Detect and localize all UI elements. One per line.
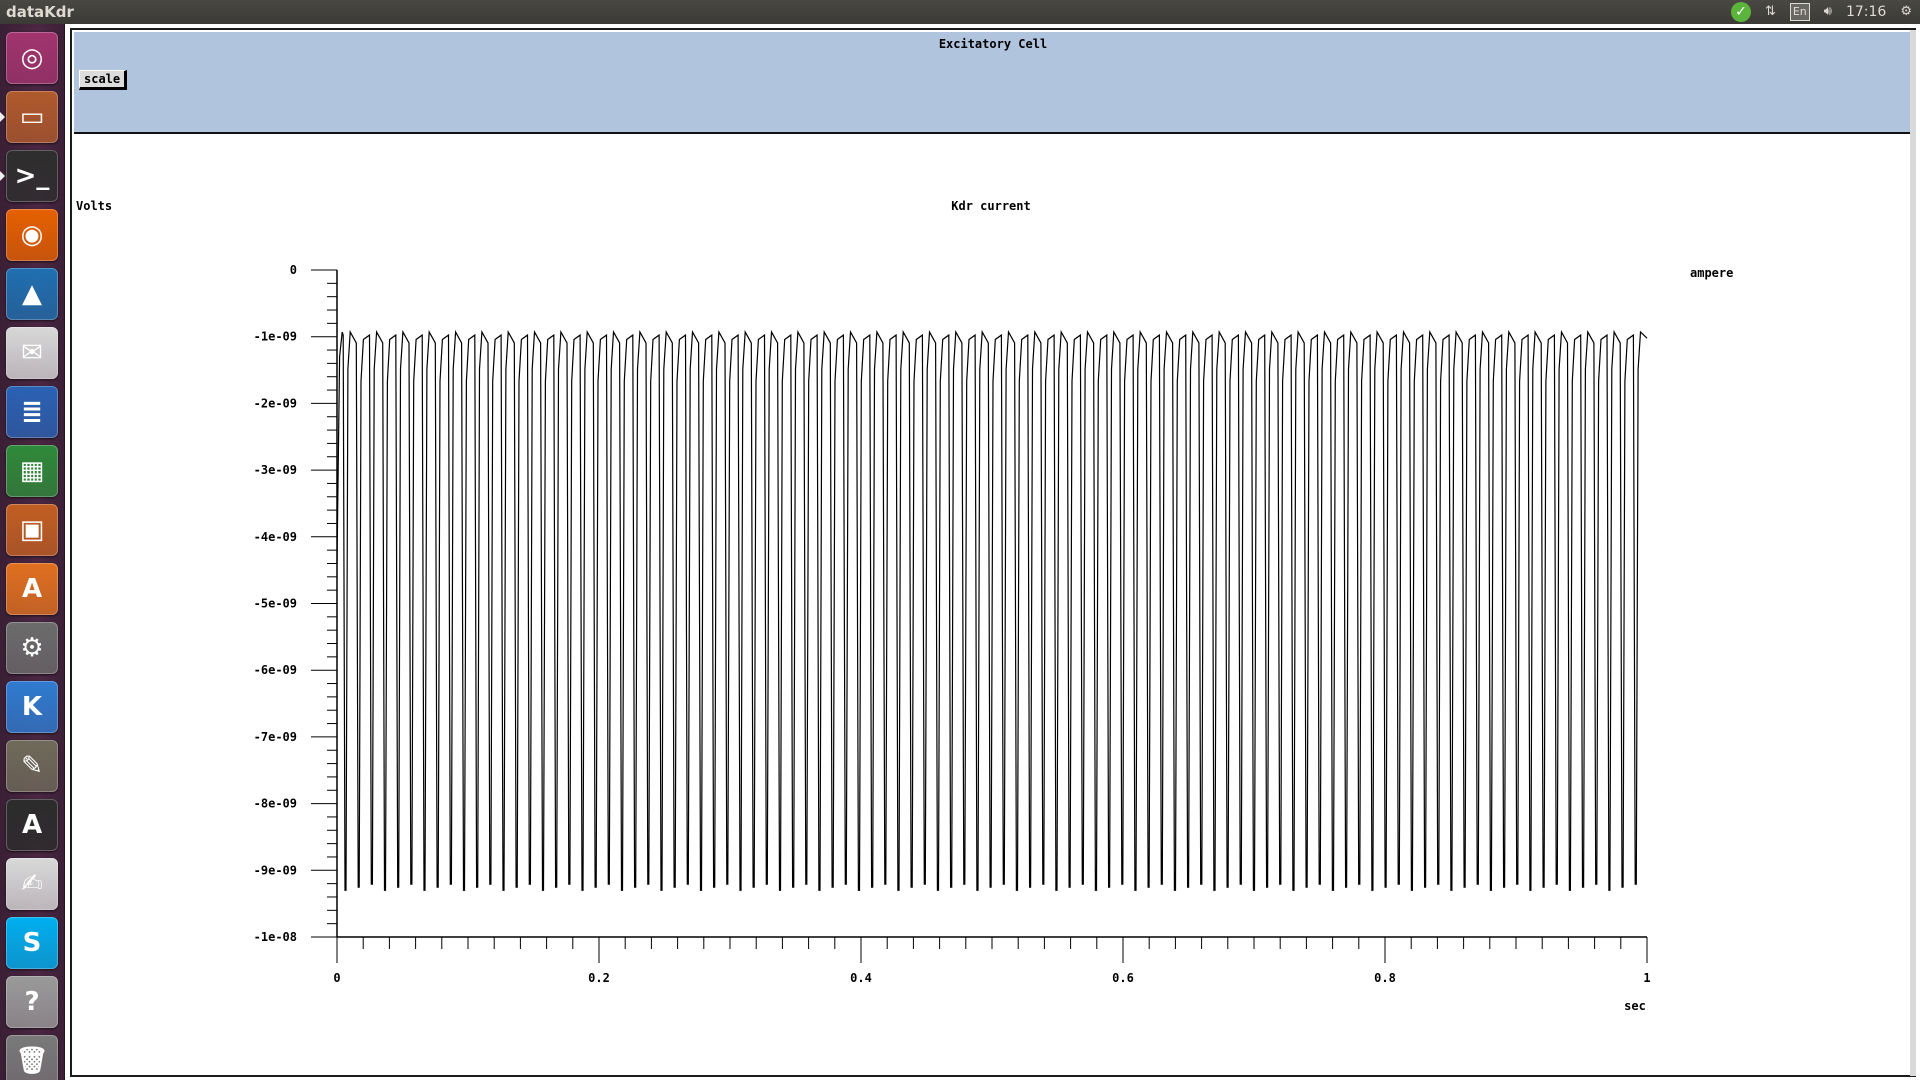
kdr-current-trace: [336, 329, 1648, 891]
launcher-text-editor[interactable]: ✍: [6, 858, 58, 910]
launcher-matlab[interactable]: ▲: [6, 268, 58, 320]
form-title: Excitatory Cell: [938, 37, 1048, 51]
launcher-impress[interactable]: ▣: [6, 504, 58, 556]
y-tick-label: -5e-09: [254, 597, 297, 611]
window-scrollbar[interactable]: [1910, 30, 1916, 1076]
x-tick-label: 0.8: [1374, 971, 1396, 985]
x-tick-label: 0.6: [1112, 971, 1134, 985]
ubuntu-dash-icon: ◎: [20, 43, 44, 73]
launcher-writer[interactable]: ≣: [6, 386, 58, 438]
kile-icon: K: [21, 692, 43, 722]
network-icon[interactable]: ⇅: [1764, 4, 1776, 19]
launcher-gimp[interactable]: ✎: [6, 740, 58, 792]
scale-button[interactable]: scale: [79, 70, 128, 90]
indicator-area: ✓ ⇅ En 🔊︎ 17:16 ⚙: [1730, 0, 1912, 24]
volume-icon[interactable]: 🔊︎: [1823, 4, 1832, 19]
x-tick-label: 1: [1643, 971, 1650, 985]
text-editor-icon: ✍: [21, 869, 43, 899]
y-axis-label: Volts: [76, 199, 112, 213]
system-settings-icon: ⚙: [20, 633, 44, 663]
y-tick-label: -1e-08: [254, 930, 297, 944]
y-tick-label: -3e-09: [254, 463, 297, 477]
launcher-firefox[interactable]: ◉: [6, 209, 58, 261]
series-layer: [336, 329, 1648, 891]
launcher-system-settings[interactable]: ⚙: [6, 622, 58, 674]
software-center-icon: A: [21, 574, 43, 604]
calc-icon: ▦: [19, 456, 45, 486]
app-window: Excitatory Cell scale: [70, 28, 1916, 1077]
y-tick-label: -8e-09: [254, 797, 297, 811]
control-bar: Excitatory Cell scale: [74, 32, 1912, 134]
files-icon: ▭: [19, 102, 45, 132]
launcher-help[interactable]: ?: [6, 976, 58, 1028]
trash-icon: 🗑: [15, 1046, 49, 1076]
y-tick-label: -1e-09: [254, 330, 297, 344]
mail-icon: ✉: [21, 338, 43, 368]
launcher-mail[interactable]: ✉: [6, 327, 58, 379]
launcher-calc[interactable]: ▦: [6, 445, 58, 497]
y-tick-label: 0: [290, 263, 297, 277]
window-title: dataKdr: [6, 3, 74, 21]
clock[interactable]: 17:16: [1845, 4, 1887, 20]
software-updater-icon: A: [21, 810, 43, 840]
launcher-files[interactable]: ▭: [6, 91, 58, 143]
y-tick-label: -6e-09: [254, 663, 297, 677]
running-indicator: [0, 171, 5, 181]
launcher-ubuntu-dash[interactable]: ◎: [6, 32, 58, 84]
x-tick-label: 0.2: [588, 971, 610, 985]
terminal-icon: >_: [14, 161, 50, 191]
keyboard-lang-icon[interactable]: En: [1789, 3, 1810, 21]
y-tick-label: -4e-09: [254, 530, 297, 544]
launcher-terminal[interactable]: >_: [6, 150, 58, 202]
launcher: ◎ ▭ >_ ◉ ▲ ✉ ≣ ▦ ▣ A ⚙ K ✎ A ✍ S? 🗑: [0, 24, 65, 1080]
launcher-software-updater[interactable]: A: [6, 799, 58, 851]
help-icon: ?: [24, 987, 40, 1017]
impress-icon: ▣: [19, 515, 45, 545]
top-panel: dataKdr ✓ ⇅ En 🔊︎ 17:16 ⚙: [0, 0, 1920, 24]
launcher-trash[interactable]: 🗑: [6, 1035, 58, 1080]
firefox-icon: ◉: [20, 220, 44, 250]
update-check-icon[interactable]: ✓: [1730, 2, 1751, 22]
writer-icon: ≣: [21, 397, 43, 427]
y-tick-label: -2e-09: [254, 396, 297, 410]
gear-icon[interactable]: ⚙: [1900, 4, 1912, 19]
running-indicator: [0, 112, 5, 122]
gimp-icon: ✎: [21, 751, 43, 781]
axes: 0 -1e-09 -2e-09 -3e-09 -4e-09 -5e-09 -6e-09 -7e…: [254, 263, 1651, 985]
skype-icon: S: [22, 928, 42, 958]
launcher-software-center[interactable]: A: [6, 563, 58, 615]
matlab-icon: ▲: [22, 279, 42, 309]
chart-title: Kdr current: [951, 199, 1030, 213]
y-axis-unit-label: ampere: [1690, 266, 1733, 280]
x-tick-label: 0.4: [850, 971, 872, 985]
x-tick-label: 0: [333, 971, 340, 985]
launcher-skype[interactable]: S: [6, 917, 58, 969]
launcher-kile[interactable]: K: [6, 681, 58, 733]
y-tick-label: -7e-09: [254, 730, 297, 744]
y-tick-label: -9e-09: [254, 863, 297, 877]
x-axis-label: sec: [1624, 999, 1646, 1013]
